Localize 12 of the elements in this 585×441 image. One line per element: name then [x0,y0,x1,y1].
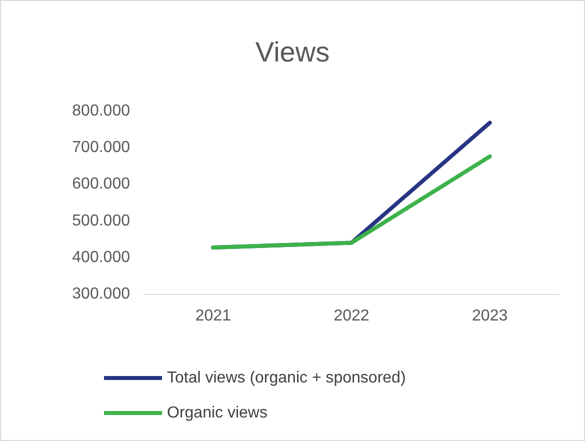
y-tick-label: 300.000 [72,286,130,302]
y-tick-label: 400.000 [72,248,130,266]
legend-label: Organic views [167,404,268,422]
y-tick-label: 700.000 [72,139,130,156]
legend-label: Total views (organic + sponsored) [167,370,406,386]
chart-title: Views [255,36,330,68]
y-tick-label: 800.000 [72,102,130,120]
x-tick-label: 2021 [195,308,232,324]
y-tick-label: 500.000 [72,212,130,230]
x-tick-label: 2023 [472,308,508,324]
x-tick-label: 2022 [334,308,370,324]
y-tick-label: 600.000 [72,176,130,193]
